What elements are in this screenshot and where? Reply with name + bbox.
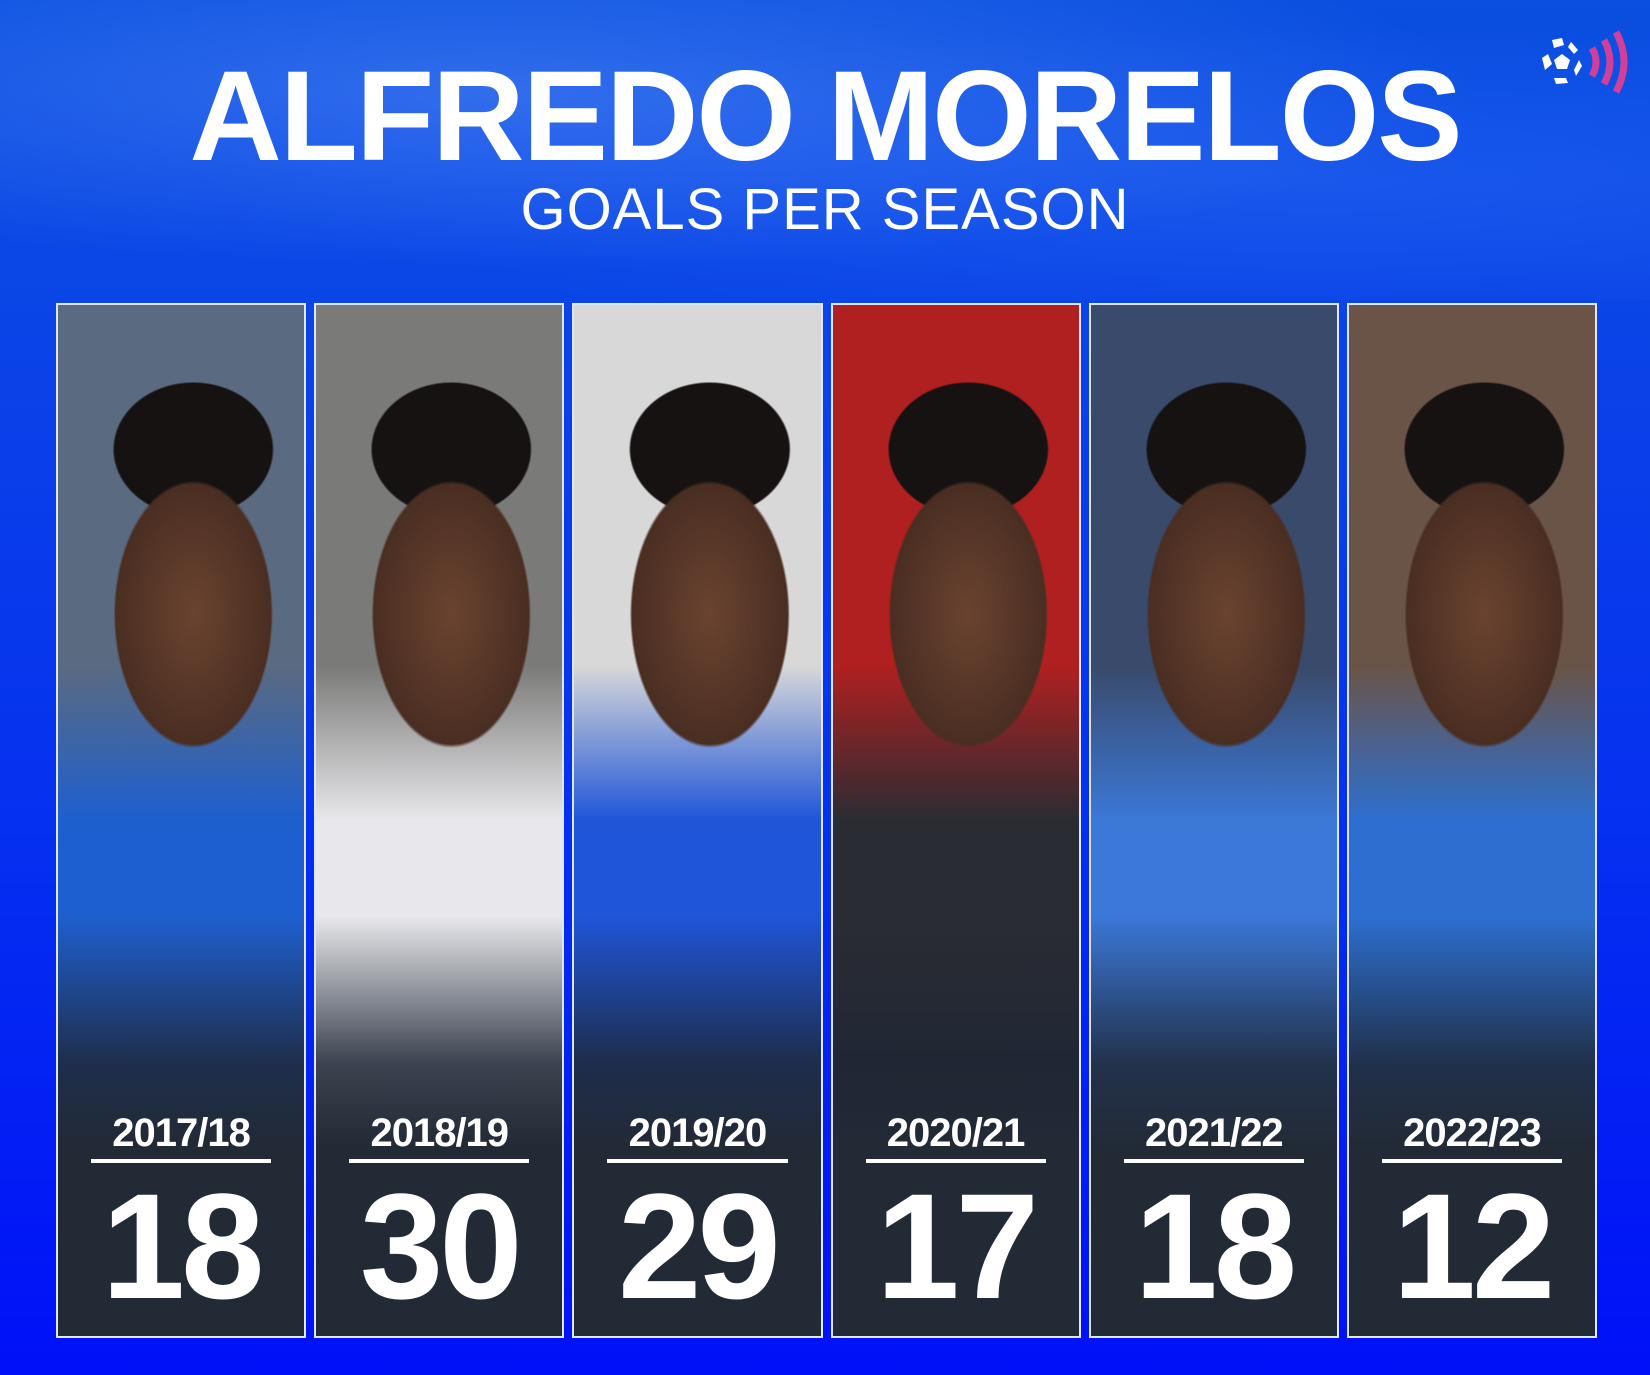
season-label: 2017/18 [112, 1111, 251, 1155]
panel-shade [832, 916, 1079, 1336]
football-broadcast-icon [1542, 30, 1628, 94]
panel-shade [1348, 916, 1596, 1336]
goals-count: 29 [618, 1162, 781, 1330]
season-label: 2021/22 [1144, 1111, 1284, 1155]
season-panel: 2021/22 18 [1088, 303, 1339, 1338]
goals-count: 30 [359, 1162, 523, 1330]
goals-count: 17 [876, 1162, 1039, 1330]
season-underline [865, 1159, 1046, 1163]
season-label: 2018/19 [370, 1111, 509, 1155]
panel-shade [1090, 916, 1337, 1336]
season-underline [607, 1159, 788, 1163]
panel-shade [316, 916, 563, 1336]
page-title: ALFREDO MORELOS [189, 45, 1462, 188]
season-underline [1381, 1159, 1563, 1163]
page-subtitle: GOALS PER SEASON [520, 177, 1130, 242]
goals-count: 12 [1392, 1162, 1556, 1330]
season-panels: 2017/18 18 2018/19 30 2019/20 29 2020/21 17 2021… [56, 303, 1598, 1338]
season-panel: 2017/18 18 [56, 303, 307, 1338]
season-label: 2020/21 [886, 1111, 1026, 1155]
season-panel: 2020/21 17 [830, 303, 1081, 1338]
season-panel: 2019/20 29 [572, 303, 823, 1338]
goals-count: 18 [1134, 1162, 1297, 1330]
season-underline [91, 1159, 272, 1163]
season-underline [1123, 1159, 1304, 1163]
panel-shade [574, 916, 821, 1336]
season-label: 2019/20 [628, 1111, 768, 1155]
season-underline [349, 1159, 530, 1163]
panel-shade [58, 916, 305, 1336]
season-label: 2022/23 [1403, 1111, 1542, 1155]
background-blur [0, 0, 1650, 300]
season-panel: 2018/19 30 [314, 303, 565, 1338]
season-panel: 2022/23 12 [1346, 303, 1598, 1338]
goals-count: 18 [101, 1162, 265, 1330]
